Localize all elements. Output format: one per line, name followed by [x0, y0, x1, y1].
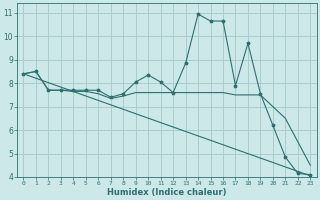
X-axis label: Humidex (Indice chaleur): Humidex (Indice chaleur): [107, 188, 227, 197]
